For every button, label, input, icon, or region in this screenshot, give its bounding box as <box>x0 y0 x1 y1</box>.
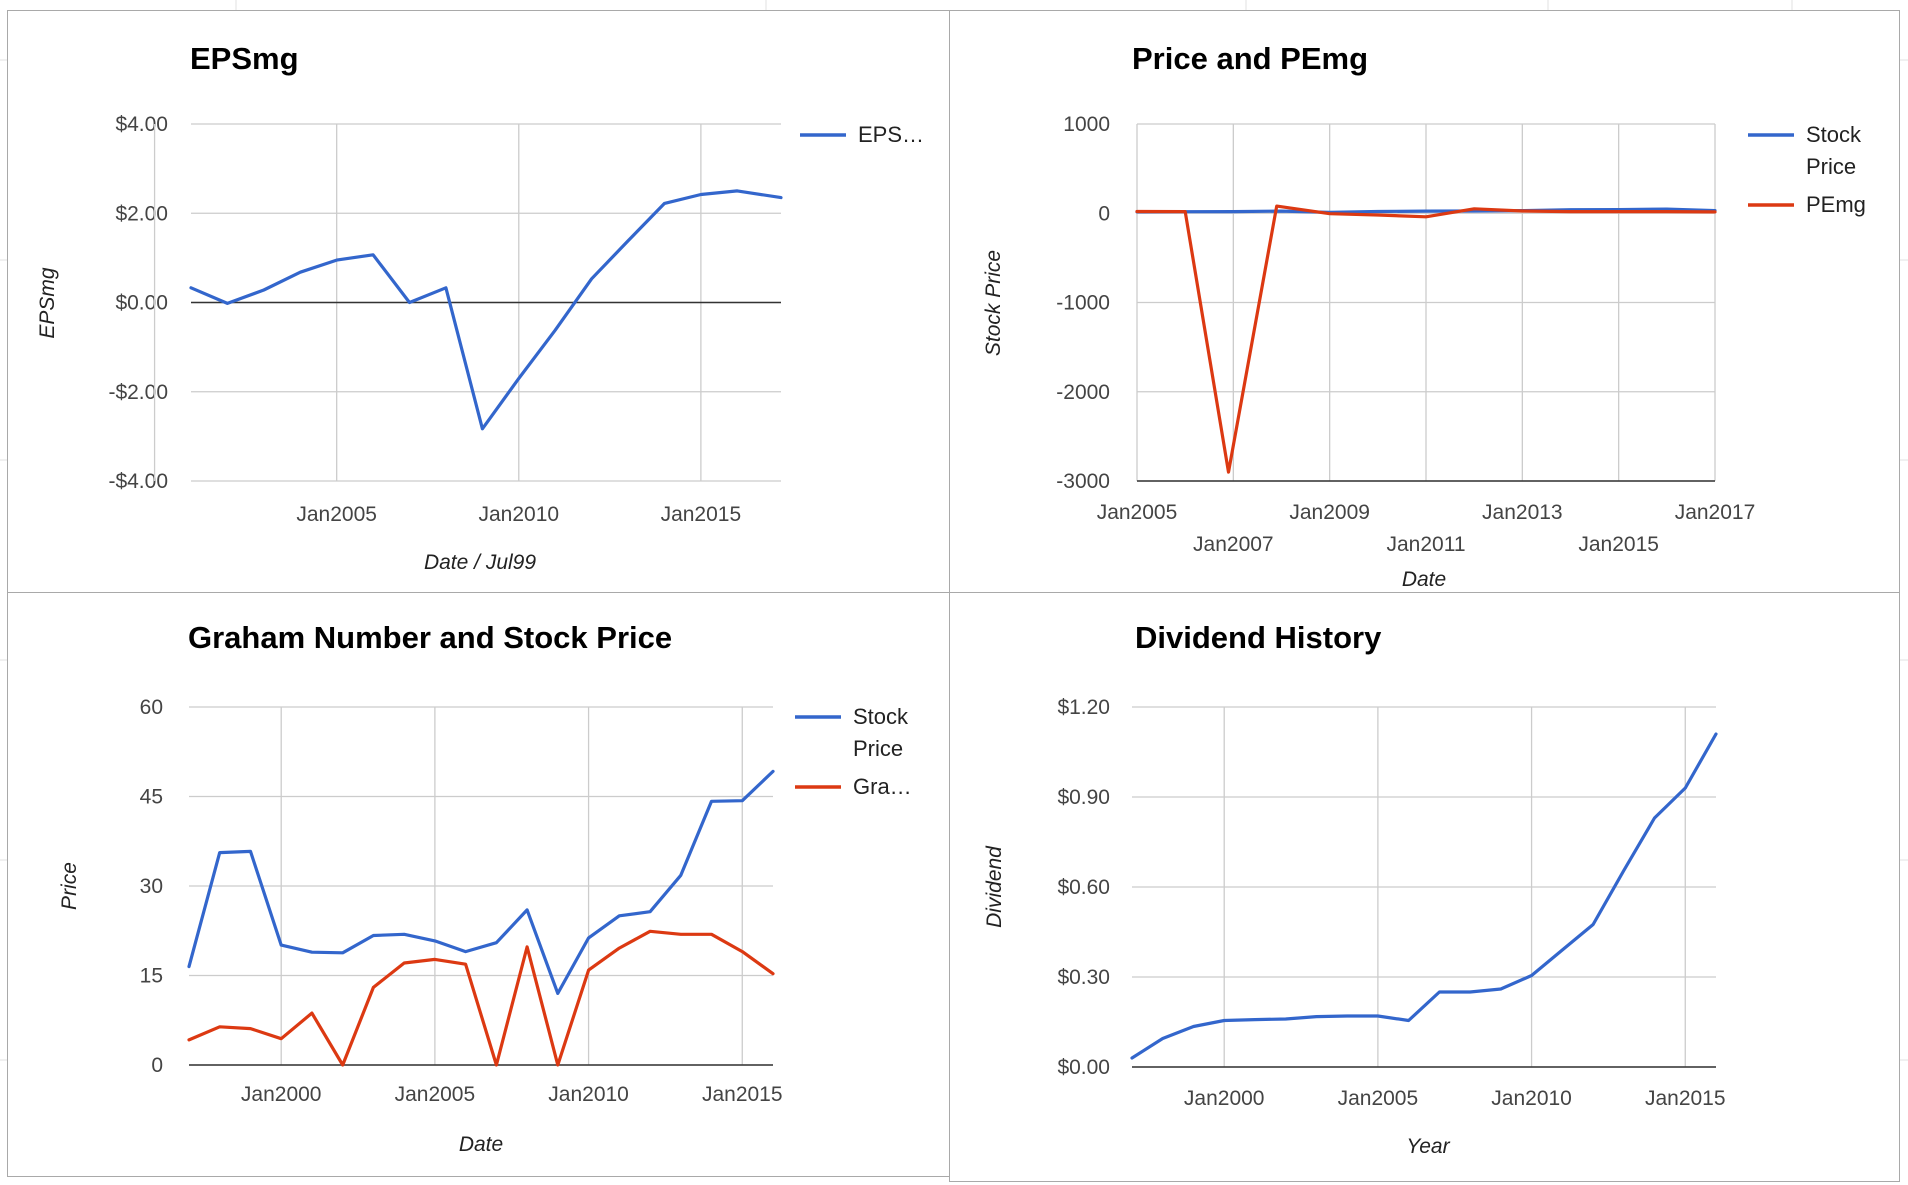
series-line-gra <box>187 929 775 1067</box>
x-axis-title: Year <box>1406 1135 1450 1158</box>
chart-panel-epsmg[interactable]: EPSmg $4.00 $2.00 $0.00 -$2.00 -$4.00 Jan2005 J… <box>7 10 951 594</box>
x-tick-label: Jan2010 <box>548 1083 629 1106</box>
y-tick-label: -$2.00 <box>108 381 168 404</box>
x-tick-label: Jan2005 <box>296 503 377 526</box>
legend-label: Stock <box>853 704 909 729</box>
y-axis-title: Price <box>58 862 81 910</box>
chart-panel-graham-number[interactable]: Graham Number and Stock Price 60 45 30 15 0 Ja… <box>7 592 951 1177</box>
chart-panel-dividend-history[interactable]: Dividend History $1.20 $0.90 $0.60 $0.30 $0.0… <box>949 592 1900 1182</box>
legend-label: Price <box>1806 154 1856 179</box>
x-tick-label: Jan2015 <box>1578 533 1659 556</box>
chart-svg-dividend-history: Dividend History $1.20 $0.90 $0.60 $0.30 $0.0… <box>983 620 1726 1158</box>
y-tick-label: 15 <box>140 965 163 988</box>
y-tick-label: 0 <box>1098 202 1110 225</box>
legend-label: EPS… <box>858 122 924 147</box>
x-tick-label: Jan2011 <box>1386 533 1465 556</box>
x-tick-label: Jan2010 <box>1491 1087 1572 1110</box>
chart-svg-epsmg: EPSmg $4.00 $2.00 $0.00 -$2.00 -$4.00 Jan2005 J… <box>36 41 924 574</box>
y-tick-label: $1.20 <box>1057 696 1110 719</box>
chart-panel-price-pemg[interactable]: Price and PEmg 1000 0 -1000 -2000 -3000 Jan200… <box>949 10 1900 594</box>
y-tick-label: -$4.00 <box>108 470 168 493</box>
x-tick-label: Jan2015 <box>1645 1087 1726 1110</box>
y-tick-label: -2000 <box>1056 381 1110 404</box>
x-tick-label: Jan2007 <box>1193 533 1274 556</box>
y-tick-label: -3000 <box>1056 470 1110 493</box>
y-axis-title: Stock Price <box>982 250 1005 356</box>
x-axis-title: Date / Jul99 <box>424 551 536 574</box>
legend-label: Stock <box>1806 122 1862 147</box>
y-tick-label: $0.60 <box>1057 876 1110 899</box>
legend-label: PEmg <box>1806 192 1866 217</box>
y-tick-label: 60 <box>140 696 163 719</box>
y-tick-label: $0.30 <box>1057 966 1110 989</box>
x-tick-label: Jan2005 <box>1097 501 1178 524</box>
x-tick-label: Jan2015 <box>702 1083 783 1106</box>
legend-label: Gra… <box>853 774 912 799</box>
x-tick-label: Jan2005 <box>1338 1087 1419 1110</box>
x-tick-label: Jan2013 <box>1482 501 1563 524</box>
y-tick-label: $0.00 <box>115 292 168 315</box>
y-tick-label: $4.00 <box>115 113 168 136</box>
chart-svg-price-pemg: Price and PEmg 1000 0 -1000 -2000 -3000 Jan200… <box>982 41 1866 591</box>
x-axis-title: Date <box>1402 568 1446 591</box>
y-tick-label: -1000 <box>1056 292 1110 315</box>
series-line-eps <box>189 189 783 431</box>
chart-title: Price and PEmg <box>1132 41 1368 76</box>
series-line-stock-price <box>187 769 775 995</box>
legend-label: Price <box>853 736 903 761</box>
x-tick-label: Jan2015 <box>661 503 742 526</box>
y-axis-title: Dividend <box>983 845 1006 928</box>
x-tick-label: Jan2017 <box>1675 501 1756 524</box>
y-tick-label: 0 <box>151 1054 163 1077</box>
x-tick-label: Jan2000 <box>241 1083 322 1106</box>
y-tick-label: $2.00 <box>115 202 168 225</box>
y-tick-label: 30 <box>140 875 163 898</box>
chart-svg-graham-number: Graham Number and Stock Price 60 45 30 15 0 Ja… <box>58 620 912 1156</box>
chart-title: Graham Number and Stock Price <box>188 620 672 655</box>
x-axis-title: Date <box>459 1133 503 1156</box>
y-axis-title: EPSmg <box>36 267 59 339</box>
x-tick-label: Jan2010 <box>478 503 559 526</box>
y-tick-label: 45 <box>140 786 163 809</box>
chart-title: Dividend History <box>1135 620 1382 655</box>
x-tick-label: Jan2005 <box>395 1083 476 1106</box>
y-tick-label: $0.90 <box>1057 786 1110 809</box>
series-line-stock-price <box>1135 207 1717 214</box>
y-tick-label: $0.00 <box>1057 1056 1110 1079</box>
series-line-pemg <box>1135 204 1717 474</box>
series-line-dividend <box>1130 732 1718 1060</box>
x-tick-label: Jan2000 <box>1184 1087 1265 1110</box>
chart-title: EPSmg <box>190 41 299 76</box>
x-tick-label: Jan2009 <box>1289 501 1370 524</box>
y-tick-label: 1000 <box>1063 113 1110 136</box>
